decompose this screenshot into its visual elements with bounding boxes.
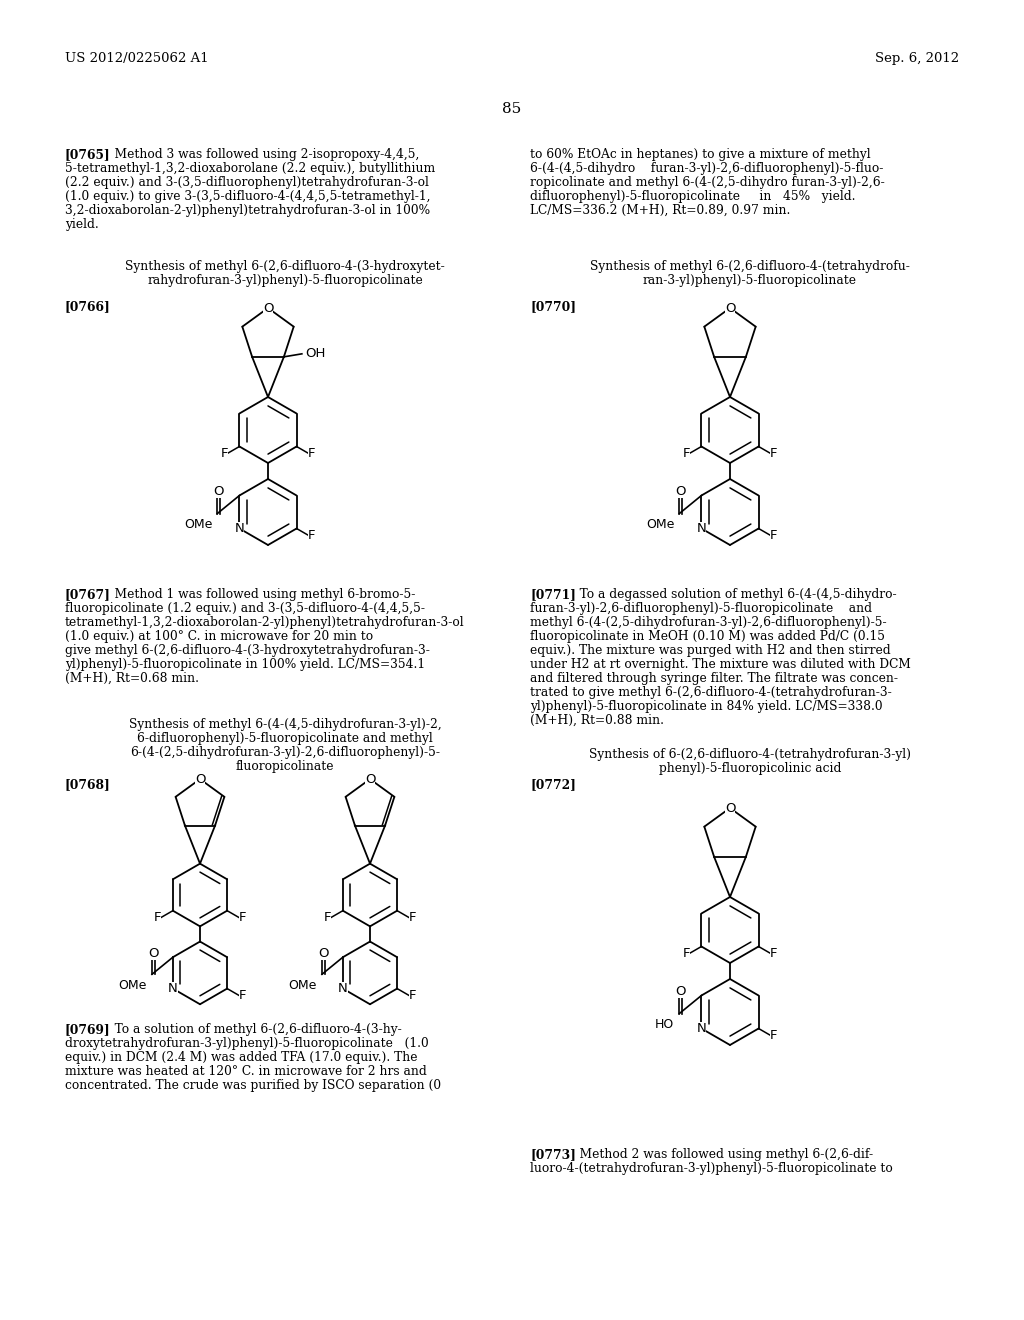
Text: F: F (154, 911, 162, 924)
Text: (1.0 equiv.) at 100° C. in microwave for 20 min to: (1.0 equiv.) at 100° C. in microwave for… (65, 630, 373, 643)
Text: O: O (263, 301, 273, 314)
Text: O: O (318, 946, 329, 960)
Text: O: O (725, 801, 735, 814)
Text: OH: OH (305, 347, 326, 360)
Text: OMe: OMe (646, 519, 675, 532)
Text: 6-(4-(4,5-dihydro    furan-3-yl)-2,6-difluorophenyl)-5-fluo-: 6-(4-(4,5-dihydro furan-3-yl)-2,6-difluo… (530, 162, 884, 176)
Text: F: F (308, 447, 315, 459)
Text: (1.0 equiv.) to give 3-(3,5-difluoro-4-(4,4,5,5-tetramethyl-1,: (1.0 equiv.) to give 3-(3,5-difluoro-4-(… (65, 190, 430, 203)
Text: 6-(4-(2,5-dihydrofuran-3-yl)-2,6-difluorophenyl)-5-: 6-(4-(2,5-dihydrofuran-3-yl)-2,6-difluor… (130, 746, 440, 759)
Text: To a degassed solution of methyl 6-(4-(4,5-dihydro-: To a degassed solution of methyl 6-(4-(4… (568, 587, 897, 601)
Text: Method 2 was followed using methyl 6-(2,6-dif-: Method 2 was followed using methyl 6-(2,… (568, 1148, 873, 1162)
Text: O: O (214, 484, 224, 498)
Text: N: N (696, 1022, 707, 1035)
Text: F: F (770, 946, 777, 960)
Text: F: F (770, 529, 777, 543)
Text: O: O (725, 301, 735, 314)
Text: OMe: OMe (184, 519, 212, 532)
Text: and filtered through syringe filter. The filtrate was concen-: and filtered through syringe filter. The… (530, 672, 898, 685)
Text: trated to give methyl 6-(2,6-difluoro-4-(tetrahydrofuran-3-: trated to give methyl 6-(2,6-difluoro-4-… (530, 686, 892, 700)
Text: (2.2 equiv.) and 3-(3,5-difluorophenyl)tetrahydrofuran-3-ol: (2.2 equiv.) and 3-(3,5-difluorophenyl)t… (65, 176, 429, 189)
Text: [0771]: [0771] (530, 587, 575, 601)
Text: [0768]: [0768] (65, 777, 111, 791)
Text: concentrated. The crude was purified by ISCO separation (0: concentrated. The crude was purified by … (65, 1078, 441, 1092)
Text: methyl 6-(4-(2,5-dihydrofuran-3-yl)-2,6-difluorophenyl)-5-: methyl 6-(4-(2,5-dihydrofuran-3-yl)-2,6-… (530, 616, 887, 630)
Text: HO: HO (655, 1019, 675, 1031)
Text: N: N (338, 982, 348, 995)
Text: OMe: OMe (119, 979, 147, 993)
Text: [0770]: [0770] (530, 300, 575, 313)
Text: US 2012/0225062 A1: US 2012/0225062 A1 (65, 51, 209, 65)
Text: LC/MS=336.2 (M+H), Rt=0.89, 0.97 min.: LC/MS=336.2 (M+H), Rt=0.89, 0.97 min. (530, 205, 791, 216)
Text: equiv.) in DCM (2.4 M) was added TFA (17.0 equiv.). The: equiv.) in DCM (2.4 M) was added TFA (17… (65, 1051, 418, 1064)
Text: To a solution of methyl 6-(2,6-difluoro-4-(3-hy-: To a solution of methyl 6-(2,6-difluoro-… (103, 1023, 401, 1036)
Text: yield.: yield. (65, 218, 98, 231)
Text: under H2 at rt overnight. The mixture was diluted with DCM: under H2 at rt overnight. The mixture wa… (530, 657, 911, 671)
Text: [0767]: [0767] (65, 587, 111, 601)
Text: F: F (409, 989, 416, 1002)
Text: O: O (148, 946, 159, 960)
Text: yl)phenyl)-5-fluoropicolinate in 84% yield. LC/MS=338.0: yl)phenyl)-5-fluoropicolinate in 84% yie… (530, 700, 883, 713)
Text: F: F (683, 447, 690, 459)
Text: [0772]: [0772] (530, 777, 575, 791)
Text: F: F (770, 447, 777, 459)
Text: difluorophenyl)-5-fluoropicolinate     in   45%   yield.: difluorophenyl)-5-fluoropicolinate in 45… (530, 190, 855, 203)
Text: [0765]: [0765] (65, 148, 111, 161)
Text: F: F (770, 1030, 777, 1041)
Text: O: O (676, 484, 686, 498)
Text: rahydrofuran-3-yl)phenyl)-5-fluoropicolinate: rahydrofuran-3-yl)phenyl)-5-fluoropicoli… (147, 275, 423, 286)
Text: ropicolinate and methyl 6-(4-(2,5-dihydro furan-3-yl)-2,6-: ropicolinate and methyl 6-(4-(2,5-dihydr… (530, 176, 885, 189)
Text: ran-3-yl)phenyl)-5-fluoropicolinate: ran-3-yl)phenyl)-5-fluoropicolinate (643, 275, 857, 286)
Text: fluoropicolinate in MeOH (0.10 M) was added Pd/C (0.15: fluoropicolinate in MeOH (0.10 M) was ad… (530, 630, 885, 643)
Text: Method 3 was followed using 2-isopropoxy-4,4,5,: Method 3 was followed using 2-isopropoxy… (103, 148, 420, 161)
Text: Synthesis of methyl 6-(4-(4,5-dihydrofuran-3-yl)-2,: Synthesis of methyl 6-(4-(4,5-dihydrofur… (129, 718, 441, 731)
Text: F: F (308, 529, 315, 543)
Text: O: O (195, 772, 205, 785)
Text: furan-3-yl)-2,6-difluorophenyl)-5-fluoropicolinate    and: furan-3-yl)-2,6-difluorophenyl)-5-fluoro… (530, 602, 872, 615)
Text: F: F (239, 911, 246, 924)
Text: OMe: OMe (289, 979, 317, 993)
Text: Synthesis of methyl 6-(2,6-difluoro-4-(3-hydroxytet-: Synthesis of methyl 6-(2,6-difluoro-4-(3… (125, 260, 444, 273)
Text: luoro-4-(tetrahydrofuran-3-yl)phenyl)-5-fluoropicolinate to: luoro-4-(tetrahydrofuran-3-yl)phenyl)-5-… (530, 1162, 893, 1175)
Text: [0766]: [0766] (65, 300, 111, 313)
Text: 85: 85 (503, 102, 521, 116)
Text: F: F (220, 447, 228, 459)
Text: F: F (324, 911, 332, 924)
Text: [0773]: [0773] (530, 1148, 575, 1162)
Text: N: N (234, 521, 245, 535)
Text: to 60% EtOAc in heptanes) to give a mixture of methyl: to 60% EtOAc in heptanes) to give a mixt… (530, 148, 870, 161)
Text: 6-difluorophenyl)-5-fluoropicolinate and methyl: 6-difluorophenyl)-5-fluoropicolinate and… (137, 733, 433, 744)
Text: fluoropicolinate (1.2 equiv.) and 3-(3,5-difluoro-4-(4,4,5,5-: fluoropicolinate (1.2 equiv.) and 3-(3,5… (65, 602, 425, 615)
Text: F: F (239, 989, 246, 1002)
Text: phenyl)-5-fluoropicolinic acid: phenyl)-5-fluoropicolinic acid (658, 762, 841, 775)
Text: droxytetrahydrofuran-3-yl)phenyl)-5-fluoropicolinate   (1.0: droxytetrahydrofuran-3-yl)phenyl)-5-fluo… (65, 1038, 429, 1049)
Text: 3,2-dioxaborolan-2-yl)phenyl)tetrahydrofuran-3-ol in 100%: 3,2-dioxaborolan-2-yl)phenyl)tetrahydrof… (65, 205, 430, 216)
Text: F: F (409, 911, 416, 924)
Text: Synthesis of methyl 6-(2,6-difluoro-4-(tetrahydrofu-: Synthesis of methyl 6-(2,6-difluoro-4-(t… (590, 260, 910, 273)
Text: yl)phenyl)-5-fluoropicolinate in 100% yield. LC/MS=354.1: yl)phenyl)-5-fluoropicolinate in 100% yi… (65, 657, 425, 671)
Text: mixture was heated at 120° C. in microwave for 2 hrs and: mixture was heated at 120° C. in microwa… (65, 1065, 427, 1078)
Text: Method 1 was followed using methyl 6-bromo-5-: Method 1 was followed using methyl 6-bro… (103, 587, 416, 601)
Text: Synthesis of 6-(2,6-difluoro-4-(tetrahydrofuran-3-yl): Synthesis of 6-(2,6-difluoro-4-(tetrahyd… (589, 748, 911, 762)
Text: 5-tetramethyl-1,3,2-dioxaborolane (2.2 equiv.), butyllithium: 5-tetramethyl-1,3,2-dioxaborolane (2.2 e… (65, 162, 435, 176)
Text: (M+H), Rt=0.68 min.: (M+H), Rt=0.68 min. (65, 672, 199, 685)
Text: O: O (676, 985, 686, 998)
Text: fluoropicolinate: fluoropicolinate (236, 760, 334, 774)
Text: (M+H), Rt=0.88 min.: (M+H), Rt=0.88 min. (530, 714, 664, 727)
Text: equiv.). The mixture was purged with H2 and then stirred: equiv.). The mixture was purged with H2 … (530, 644, 891, 657)
Text: O: O (365, 772, 375, 785)
Text: [0769]: [0769] (65, 1023, 111, 1036)
Text: tetramethyl-1,3,2-dioxaborolan-2-yl)phenyl)tetrahydrofuran-3-ol: tetramethyl-1,3,2-dioxaborolan-2-yl)phen… (65, 616, 465, 630)
Text: N: N (168, 982, 178, 995)
Text: Sep. 6, 2012: Sep. 6, 2012 (874, 51, 959, 65)
Text: F: F (683, 946, 690, 960)
Text: N: N (696, 521, 707, 535)
Text: give methyl 6-(2,6-difluoro-4-(3-hydroxytetrahydrofuran-3-: give methyl 6-(2,6-difluoro-4-(3-hydroxy… (65, 644, 430, 657)
